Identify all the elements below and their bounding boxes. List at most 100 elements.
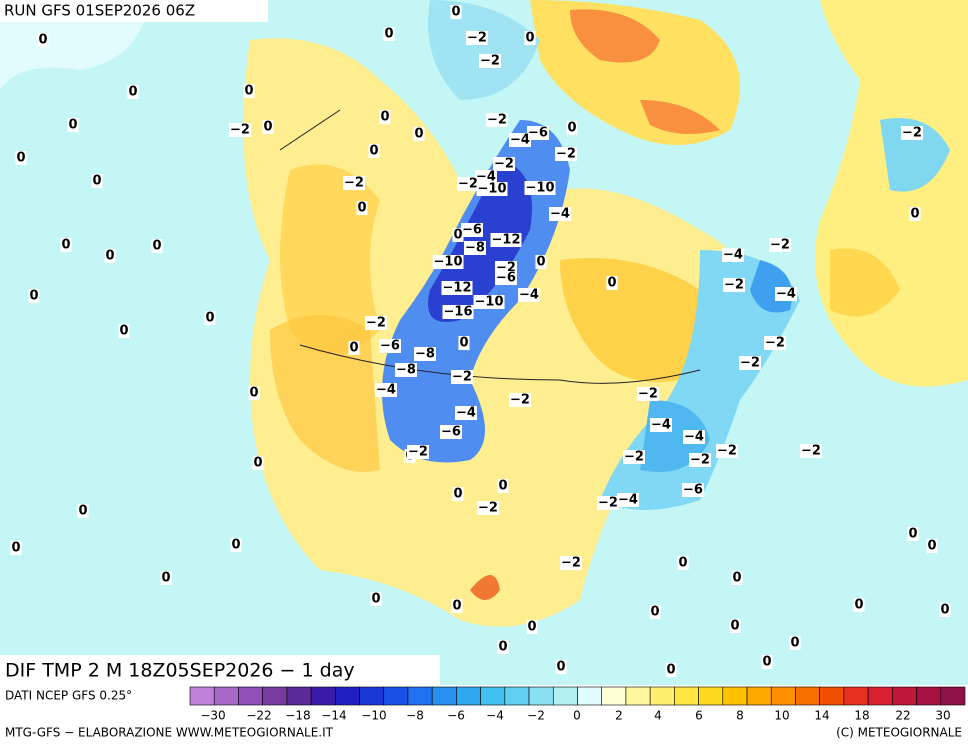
color-swatch (552, 686, 578, 706)
contour-label-box (722, 248, 744, 262)
contour-label-box (649, 605, 661, 619)
color-swatch (867, 686, 893, 706)
contour-label: 0 (606, 276, 618, 291)
contour-label-text: 0 (525, 31, 534, 46)
contour-label-text: −2 (724, 278, 744, 293)
color-swatch (456, 686, 481, 706)
contour-label-text: −4 (651, 418, 671, 433)
contour-label-text: 0 (263, 120, 272, 135)
contour-label-box (432, 255, 464, 269)
legend-tick-label: 22 (895, 709, 910, 723)
contour-label-box (939, 603, 951, 617)
contour-label: −2 (769, 238, 791, 253)
contour-label-text: 0 (732, 571, 741, 586)
color-swatch (480, 686, 506, 706)
contour-label-box (28, 289, 40, 303)
color-swatch (504, 686, 530, 706)
contour-label-text: 0 (92, 174, 101, 189)
contour-label: −2 (560, 556, 582, 571)
contour-label-box (457, 177, 479, 191)
contour-label-box (560, 556, 582, 570)
contour-label-text: −2 (801, 444, 821, 459)
contour-label-box (729, 619, 741, 633)
color-swatch (698, 686, 724, 706)
color-swatch (649, 686, 675, 706)
contour-label-text: 0 (730, 619, 739, 634)
contour-label-box (764, 336, 786, 350)
contour-label-text: −2 (638, 387, 658, 402)
color-swatch (892, 686, 917, 706)
contour-label-text: 0 (940, 603, 949, 618)
contour-label-box (151, 239, 163, 253)
contour-label: 0 (907, 527, 919, 542)
contour-label: −2 (723, 278, 745, 293)
contour-label: 0 (127, 85, 139, 100)
contour-label: −4 (518, 288, 540, 303)
contour-label: 0 (204, 311, 216, 326)
contour-label-box (597, 496, 619, 510)
contour-label-text: 0 (380, 110, 389, 125)
contour-label: −2 (343, 176, 365, 191)
contour-label-text: −6 (496, 271, 516, 286)
contour-label-text: −2 (717, 444, 737, 459)
contour-label-text: −2 (480, 54, 500, 69)
color-swatch (238, 686, 263, 706)
contour-label-box (926, 539, 938, 553)
contour-label-box (395, 363, 417, 377)
contour-label-text: −16 (444, 305, 473, 320)
contour-label: 0 (15, 151, 27, 166)
contour-label-text: −8 (415, 347, 435, 362)
contour-label-box (739, 356, 761, 370)
contour-label: −4 (775, 287, 797, 302)
contour-label-text: −12 (443, 281, 472, 296)
contour-label-box (789, 636, 801, 650)
color-swatch (625, 686, 651, 706)
contour-label-text: −10 (478, 182, 507, 197)
contour-label-text: −4 (456, 406, 476, 421)
map-title: DIF TMP 2 M 18Z05SEP2026 − 1 day (5, 660, 355, 682)
contour-label-box (91, 174, 103, 188)
contour-label: 0 (497, 479, 509, 494)
contour-label-box (509, 133, 531, 147)
contour-label: −4 (650, 418, 672, 433)
contour-label-box (535, 255, 547, 269)
contour-label-text: −2 (561, 556, 581, 571)
contour-label: −4 (509, 133, 531, 148)
legend-tick-label: −8 (406, 709, 424, 723)
contour-label-box (677, 556, 689, 570)
legend-tick-label: 18 (854, 709, 869, 723)
header-box (0, 0, 268, 22)
contour-label-text: 0 (910, 207, 919, 222)
contour-label-text: −6 (441, 425, 461, 440)
contour-label-text: 0 (249, 386, 258, 401)
contour-label-text: 0 (498, 640, 507, 655)
credit-left: MTG-GFS − ELABORAZIONE WWW.METEOGIORNALE… (5, 726, 334, 740)
contour-label: −2 (493, 157, 515, 172)
contour-label: −6 (461, 223, 483, 238)
contour-label-text: −2 (690, 453, 710, 468)
contour-label: −2 (901, 126, 923, 141)
contour-label-box (451, 599, 463, 613)
contour-label-text: 0 (567, 121, 576, 136)
contour-label: −6 (379, 339, 401, 354)
contour-label: 0 (262, 120, 274, 135)
contour-label-text: −4 (723, 248, 743, 263)
contour-label: 0 (789, 636, 801, 651)
contour-label-text: 0 (244, 84, 253, 99)
contour-label: −16 (442, 305, 474, 320)
contour-label-box (493, 157, 515, 171)
contour-label-box (15, 151, 27, 165)
color-swatch (577, 686, 603, 706)
contour-label-box (67, 118, 79, 132)
contour-label-text: −4 (776, 287, 796, 302)
contour-label-text: −6 (380, 339, 400, 354)
contour-label-text: −6 (528, 126, 548, 141)
color-swatch (843, 686, 869, 706)
contour-label: 0 (458, 336, 470, 351)
color-swatch (674, 686, 699, 706)
contour-label: 0 (413, 127, 425, 142)
contour-label-text: 0 (666, 663, 675, 678)
contour-label: −4 (683, 430, 705, 445)
contour-label-box (343, 176, 365, 190)
